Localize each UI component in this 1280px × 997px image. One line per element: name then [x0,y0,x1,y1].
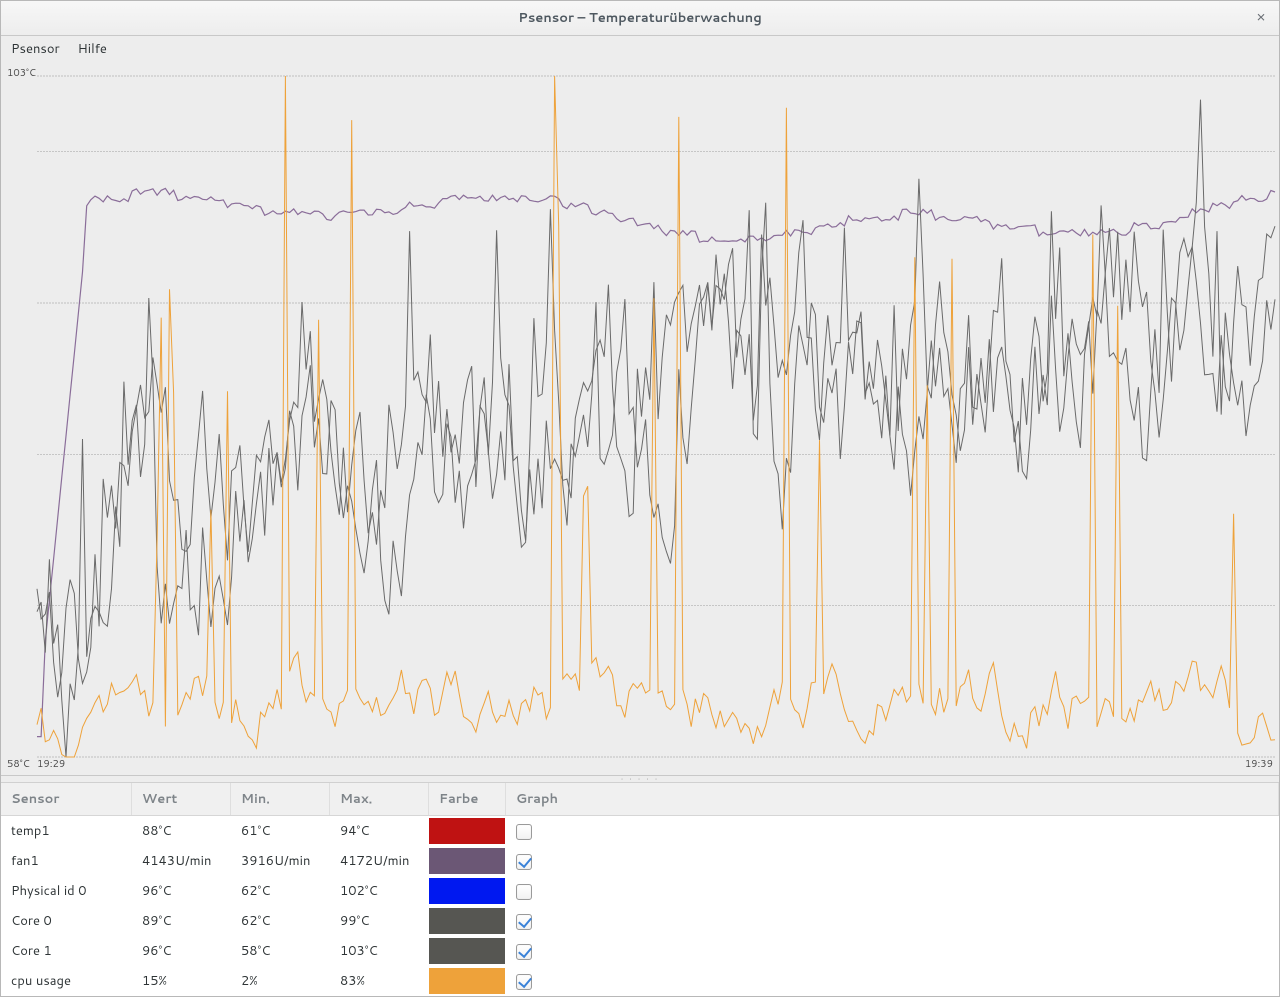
graph-checkbox[interactable] [516,944,532,960]
menubar: Psensor Hilfe [1,36,1279,62]
cell-max: 102°C [330,876,429,906]
graph-checkbox[interactable] [516,884,532,900]
cell-wert: 89°C [132,906,231,936]
color-swatch[interactable] [429,968,505,994]
table-row[interactable]: cpu usage15%2%83% [1,966,1279,996]
col-wert[interactable]: Wert [132,783,231,816]
cell-wert: 4143U/min [132,846,231,876]
cell-min: 58°C [231,936,330,966]
cell-max: 4172U/min [330,846,429,876]
cell-graph [506,936,1279,966]
cell-sensor: fan1 [1,846,132,876]
cell-wert: 96°C [132,876,231,906]
cell-min: 62°C [231,906,330,936]
sensor-table-wrap: Sensor Wert Min. Max. Farbe Graph temp18… [1,782,1279,996]
series-cpu [37,76,1275,757]
col-graph[interactable]: Graph [506,783,1279,816]
cell-color[interactable] [429,906,506,936]
cell-min: 61°C [231,816,330,847]
cell-sensor: Core 0 [1,906,132,936]
color-swatch[interactable] [429,818,505,844]
graph-checkbox[interactable] [516,974,532,990]
close-icon[interactable]: × [1253,9,1269,25]
col-sensor[interactable]: Sensor [1,783,132,816]
cell-color[interactable] [429,966,506,996]
cell-sensor: Core 1 [1,936,132,966]
graph-checkbox[interactable] [516,914,532,930]
cell-graph [506,846,1279,876]
cell-sensor: Physical id 0 [1,876,132,906]
graph-checkbox[interactable] [516,824,532,840]
cell-graph [506,966,1279,996]
cell-sensor: temp1 [1,816,132,847]
col-farbe[interactable]: Farbe [429,783,506,816]
cell-graph [506,876,1279,906]
color-swatch[interactable] [429,878,505,904]
cell-graph [506,816,1279,847]
table-row[interactable]: Core 196°C58°C103°C [1,936,1279,966]
color-swatch[interactable] [429,848,505,874]
window-title: Psensor – Temperaturüberwachung [518,9,761,27]
chart-svg [1,62,1279,775]
table-row[interactable]: Physical id 096°C62°C102°C [1,876,1279,906]
graph-checkbox[interactable] [516,854,532,870]
table-row[interactable]: fan14143U/min3916U/min4172U/min [1,846,1279,876]
cell-color[interactable] [429,936,506,966]
y-axis-max-label: 103°C [7,66,36,80]
x-axis-left-label: 19:29 [37,757,65,771]
cell-max: 83% [330,966,429,996]
cell-color[interactable] [429,816,506,847]
cell-min: 62°C [231,876,330,906]
menu-psensor[interactable]: Psensor [11,40,60,58]
cell-min: 3916U/min [231,846,330,876]
chart-area: 103°C 58°C 19:29 19:39 [1,62,1279,776]
app-window: Psensor – Temperaturüberwachung × Psenso… [0,0,1280,997]
x-axis-right-label: 19:39 [1245,757,1273,771]
table-row[interactable]: temp188°C61°C94°C [1,816,1279,847]
col-max[interactable]: Max. [330,783,429,816]
table-header-row: Sensor Wert Min. Max. Farbe Graph [1,783,1279,816]
cell-sensor: cpu usage [1,966,132,996]
cell-max: 99°C [330,906,429,936]
cell-max: 94°C [330,816,429,847]
cell-wert: 96°C [132,936,231,966]
cell-min: 2% [231,966,330,996]
titlebar: Psensor – Temperaturüberwachung × [1,1,1279,36]
cell-graph [506,906,1279,936]
cell-color[interactable] [429,846,506,876]
sensor-table: Sensor Wert Min. Max. Farbe Graph temp18… [1,783,1279,996]
y-axis-min-label: 58°C [7,757,30,771]
color-swatch[interactable] [429,908,505,934]
col-min[interactable]: Min. [231,783,330,816]
color-swatch[interactable] [429,938,505,964]
menu-help[interactable]: Hilfe [78,40,107,58]
cell-wert: 15% [132,966,231,996]
cell-max: 103°C [330,936,429,966]
table-row[interactable]: Core 089°C62°C99°C [1,906,1279,936]
cell-wert: 88°C [132,816,231,847]
cell-color[interactable] [429,876,506,906]
